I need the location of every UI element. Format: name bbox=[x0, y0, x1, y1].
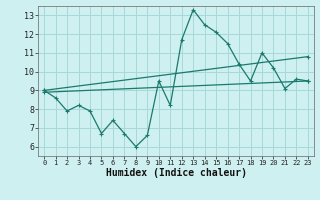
X-axis label: Humidex (Indice chaleur): Humidex (Indice chaleur) bbox=[106, 168, 246, 178]
